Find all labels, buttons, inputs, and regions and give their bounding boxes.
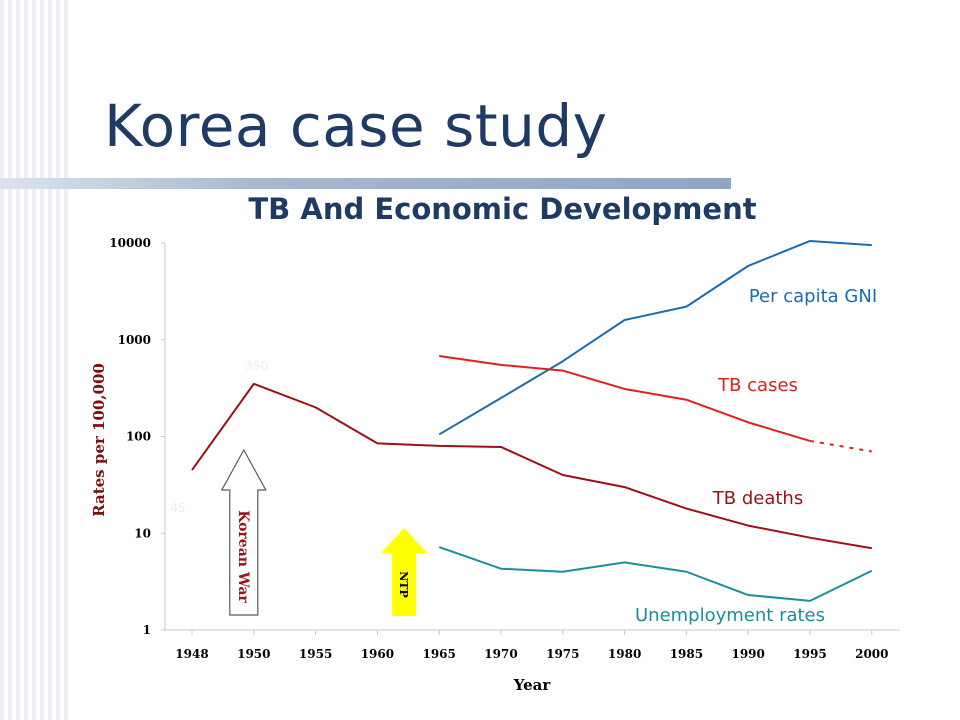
plot-area: [165, 243, 900, 630]
y-axis-title: Rates per 100,000: [90, 363, 108, 517]
y-tick-label: 100: [126, 430, 151, 444]
series-line-per-capita-gni: [438, 239, 872, 436]
x-tick-label: 1965: [422, 647, 455, 661]
x-tick-label: 1975: [546, 647, 579, 661]
series-label-unemployment-rates: Unemployment rates: [635, 605, 825, 626]
series-label-tb-deaths: TB deaths: [712, 488, 803, 509]
series-line-tb-cases: [439, 354, 811, 442]
faint-value-label: 350: [245, 359, 268, 373]
faint-value-label: 45: [170, 501, 185, 515]
korean-war-arrow: [220, 448, 267, 616]
x-tick-label: 1970: [484, 647, 517, 661]
x-axis-title: Year: [513, 676, 552, 694]
x-tick-label: 2000: [855, 647, 888, 661]
x-tick-label: 1960: [361, 647, 394, 661]
series-line-tb-deaths: [191, 382, 872, 550]
y-tick-label: 1000: [118, 333, 151, 347]
series-label-tb-cases: TB cases: [717, 375, 798, 396]
y-tick-label: 10000: [109, 236, 151, 250]
series-line-tb-cases-projected: [809, 439, 872, 453]
x-tick-label: 1980: [608, 647, 641, 661]
series-label-per-capita-gni: Per capita GNI: [749, 286, 877, 307]
y-tick-label: 10: [134, 526, 151, 540]
title-divider: [0, 178, 731, 189]
chart-title: TB And Economic Development: [248, 192, 757, 226]
ntp-label: NTP: [397, 571, 410, 598]
x-tick-label: 1955: [299, 647, 332, 661]
decorative-side-stripes: [0, 0, 72, 720]
x-tick-label: 1950: [237, 647, 270, 661]
series-line-unemployment-rates: [438, 546, 873, 602]
x-tick-label: 1948: [175, 647, 208, 661]
y-tick-label: 1: [143, 623, 151, 637]
x-tick-label: 1985: [670, 647, 703, 661]
x-tick-label: 1990: [731, 647, 764, 661]
korean-war-label: Korean War: [235, 510, 251, 603]
ntp-arrow: [381, 528, 428, 616]
slide-title: Korea case study: [104, 92, 608, 160]
x-tick-label: 1995: [793, 647, 826, 661]
